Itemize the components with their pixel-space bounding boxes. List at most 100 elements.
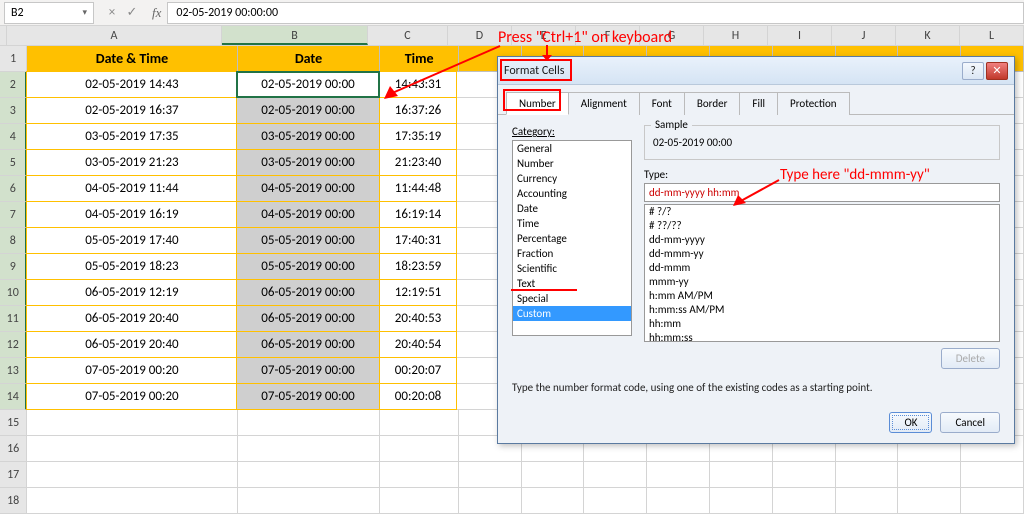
row-header[interactable]: 4 xyxy=(0,124,27,150)
cell[interactable] xyxy=(380,410,458,436)
cell[interactable]: 07-05-2019 00:20 xyxy=(26,357,237,384)
column-header-F[interactable]: F xyxy=(576,26,640,45)
cell[interactable]: 05-05-2019 00:00 xyxy=(236,227,379,254)
cell[interactable] xyxy=(584,488,647,514)
cell[interactable]: 03-05-2019 17:35 xyxy=(26,123,237,150)
cell[interactable]: 02-05-2019 16:37 xyxy=(26,97,237,124)
cell[interactable]: 04-05-2019 00:00 xyxy=(236,201,379,228)
cell[interactable] xyxy=(647,488,710,514)
row-header[interactable]: 11 xyxy=(0,306,27,332)
ok-button[interactable]: OK xyxy=(889,412,932,433)
cancel-formula-icon[interactable]: × xyxy=(104,5,120,20)
column-header-B[interactable]: B xyxy=(222,26,368,45)
cell[interactable]: 12:19:51 xyxy=(379,279,458,306)
cell[interactable]: 07-05-2019 00:00 xyxy=(236,383,379,410)
cell[interactable] xyxy=(961,488,1024,514)
cell[interactable] xyxy=(238,436,381,462)
row-header[interactable]: 13 xyxy=(0,358,27,384)
accept-formula-icon[interactable]: ✓ xyxy=(124,5,140,20)
cell[interactable]: 05-05-2019 18:23 xyxy=(26,253,237,280)
cell[interactable]: 06-05-2019 00:00 xyxy=(236,305,379,332)
cell[interactable] xyxy=(836,488,899,514)
column-header-E[interactable]: E xyxy=(512,26,576,45)
type-input[interactable]: dd-mm-yyyy hh:mm xyxy=(644,183,1000,202)
cell[interactable]: 04-05-2019 11:44 xyxy=(26,175,237,202)
cell[interactable]: 07-05-2019 00:20 xyxy=(26,383,237,410)
row-header[interactable]: 7 xyxy=(0,202,27,228)
row-header[interactable]: 6 xyxy=(0,176,27,202)
category-item[interactable]: General xyxy=(513,141,631,156)
cell[interactable] xyxy=(584,462,647,488)
cell[interactable]: 11:44:48 xyxy=(379,175,458,202)
category-item[interactable]: Time xyxy=(513,216,631,231)
tab-font[interactable]: Font xyxy=(639,92,685,115)
cell[interactable] xyxy=(836,462,899,488)
delete-button[interactable]: Delete xyxy=(941,348,1000,369)
row-header[interactable]: 8 xyxy=(0,228,27,254)
column-header-C[interactable]: C xyxy=(368,26,448,45)
cell[interactable]: 06-05-2019 00:00 xyxy=(236,331,379,358)
tab-alignment[interactable]: Alignment xyxy=(568,92,640,115)
cell[interactable]: 06-05-2019 20:40 xyxy=(26,331,237,358)
row-header[interactable]: 17 xyxy=(0,462,27,488)
row-header[interactable]: 14 xyxy=(0,384,27,410)
cell[interactable]: 02-05-2019 00:00 xyxy=(236,71,379,98)
cell[interactable] xyxy=(898,462,961,488)
category-item[interactable]: Scientific xyxy=(513,261,631,276)
type-item[interactable]: dd-mmm-yy xyxy=(645,247,999,261)
cell[interactable]: 17:35:19 xyxy=(379,123,458,150)
category-item[interactable]: Fraction xyxy=(513,246,631,261)
column-header-A[interactable]: A xyxy=(7,26,222,45)
cell[interactable]: 00:20:07 xyxy=(379,357,458,384)
type-item[interactable]: dd-mm-yyyy xyxy=(645,233,999,247)
type-item[interactable]: hh:mm xyxy=(645,317,999,331)
category-item[interactable]: Special xyxy=(513,291,631,306)
name-box[interactable]: B2 ▾ xyxy=(4,2,94,24)
category-item[interactable]: Currency xyxy=(513,171,631,186)
select-all-corner[interactable] xyxy=(0,26,7,45)
cell[interactable] xyxy=(380,488,458,514)
cell[interactable]: 14:43:31 xyxy=(379,71,458,98)
cell[interactable]: 02-05-2019 00:00 xyxy=(236,97,379,124)
type-item[interactable]: h:mm AM/PM xyxy=(645,289,999,303)
row-header[interactable]: 10 xyxy=(0,280,27,306)
column-header-L[interactable]: L xyxy=(960,26,1024,45)
cell[interactable]: 21:23:40 xyxy=(379,149,458,176)
cell[interactable]: Date xyxy=(238,46,381,72)
column-header-D[interactable]: D xyxy=(448,26,512,45)
row-header[interactable]: 18 xyxy=(0,488,27,514)
row-header[interactable]: 3 xyxy=(0,98,27,124)
cell[interactable]: 20:40:53 xyxy=(379,305,458,332)
close-button[interactable]: ✕ xyxy=(986,62,1008,80)
cell[interactable]: 03-05-2019 21:23 xyxy=(26,149,237,176)
cell[interactable]: 16:19:14 xyxy=(379,201,458,228)
cell[interactable]: 05-05-2019 00:00 xyxy=(236,253,379,280)
row-header[interactable]: 2 xyxy=(0,72,27,98)
fx-icon[interactable]: fx xyxy=(146,5,167,21)
cell[interactable]: 20:40:54 xyxy=(379,331,458,358)
cell[interactable]: Date & Time xyxy=(27,46,237,72)
cell[interactable]: 18:23:59 xyxy=(379,253,458,280)
cell[interactable] xyxy=(27,436,237,462)
row-header[interactable]: 5 xyxy=(0,150,27,176)
cell[interactable] xyxy=(238,410,381,436)
tab-border[interactable]: Border xyxy=(684,92,741,115)
cell[interactable]: Time xyxy=(380,46,458,72)
column-header-G[interactable]: G xyxy=(640,26,704,45)
tab-fill[interactable]: Fill xyxy=(739,92,778,115)
cell[interactable]: 17:40:31 xyxy=(379,227,458,254)
category-item[interactable]: Text xyxy=(513,276,631,291)
tab-number[interactable]: Number xyxy=(506,92,569,115)
category-item[interactable]: Accounting xyxy=(513,186,631,201)
cell[interactable]: 16:37:26 xyxy=(379,97,458,124)
column-header-K[interactable]: K xyxy=(896,26,960,45)
column-header-H[interactable]: H xyxy=(704,26,768,45)
cell[interactable]: 02-05-2019 14:43 xyxy=(26,71,237,98)
cell[interactable] xyxy=(773,488,836,514)
cell[interactable] xyxy=(27,462,237,488)
cell[interactable] xyxy=(522,462,585,488)
column-header-I[interactable]: I xyxy=(768,26,832,45)
types-listbox[interactable]: # ?/?# ??/??dd-mm-yyyydd-mmm-yydd-mmmmmm… xyxy=(644,204,1000,342)
category-item[interactable]: Custom xyxy=(513,306,631,321)
row-header[interactable]: 16 xyxy=(0,436,27,462)
